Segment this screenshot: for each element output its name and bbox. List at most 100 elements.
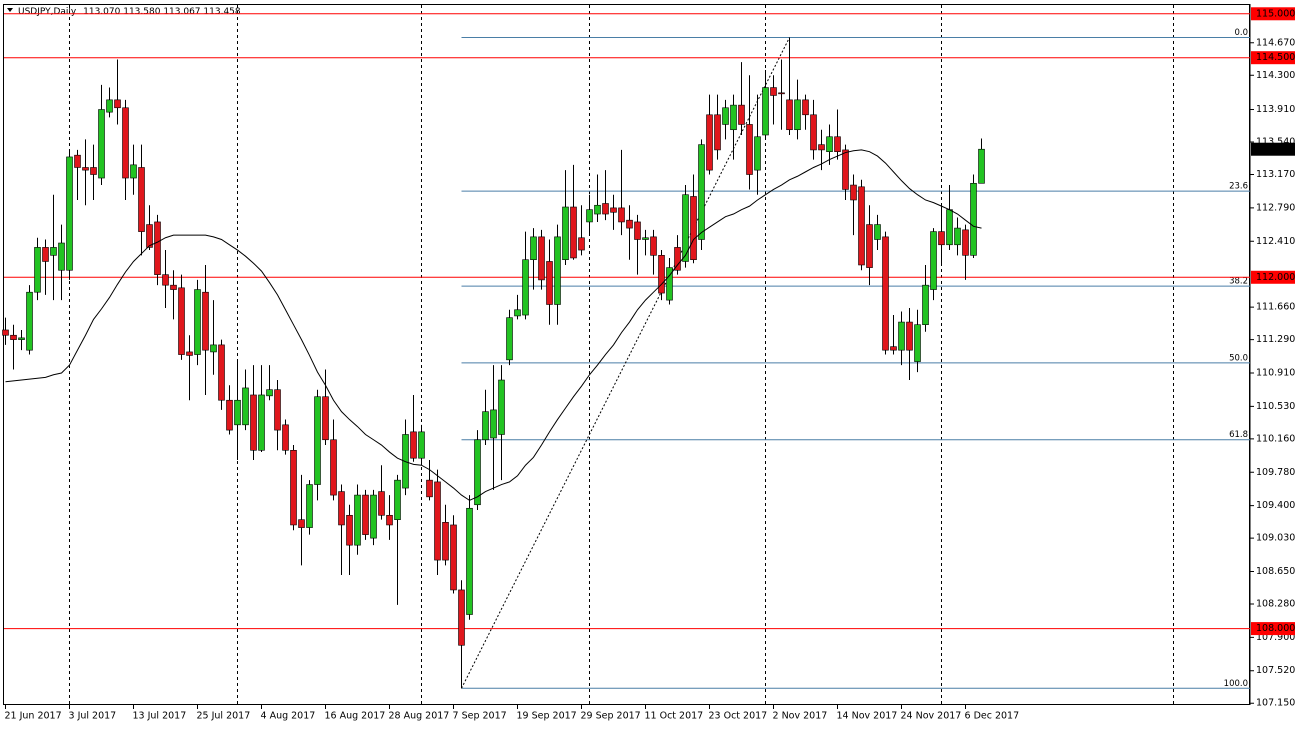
candle-body xyxy=(394,479,401,520)
candle-body xyxy=(826,136,833,152)
candle-body xyxy=(362,494,369,535)
x-tick-label: 29 Sep 2017 xyxy=(581,711,641,722)
x-tick-label: 19 Sep 2017 xyxy=(517,711,577,722)
candle-body xyxy=(130,164,137,179)
y-tick-label: 113.540 xyxy=(1256,137,1295,148)
candle-body xyxy=(778,92,785,95)
candle-body xyxy=(722,107,729,125)
y-tick-label: 107.520 xyxy=(1256,665,1295,676)
candle-body xyxy=(26,291,33,351)
candle-body xyxy=(90,167,97,175)
candle-body xyxy=(730,104,737,131)
candle-body xyxy=(290,449,297,526)
plot-frame xyxy=(3,4,1250,705)
candle-body xyxy=(322,396,329,441)
x-tick-label: 25 Jul 2017 xyxy=(197,711,251,722)
candle-body xyxy=(634,221,641,240)
y-tick-label: 114.300 xyxy=(1256,70,1295,81)
fib-label: 38.2 xyxy=(1229,277,1248,287)
candle-body xyxy=(2,329,9,336)
header-high: 113.580 xyxy=(123,7,160,17)
candle-body xyxy=(834,136,841,152)
x-tick-label: 11 Oct 2017 xyxy=(645,711,704,722)
candle-body xyxy=(370,494,377,539)
candle-body xyxy=(418,431,425,459)
candle-body xyxy=(482,411,489,441)
candle-body xyxy=(922,284,929,325)
candle-body xyxy=(498,379,505,435)
y-tick-label: 113.910 xyxy=(1256,104,1295,115)
candle-body xyxy=(770,87,777,96)
candle-body xyxy=(626,219,633,229)
header-low: 113.067 xyxy=(163,7,200,17)
candle-body xyxy=(954,227,961,246)
level-box xyxy=(1251,51,1295,65)
x-tick-label: 3 Jul 2017 xyxy=(69,711,117,722)
candle-body xyxy=(914,324,921,362)
level-box xyxy=(1251,622,1295,636)
candle-body xyxy=(706,114,713,171)
candle-body xyxy=(882,236,889,351)
x-tick-label: 14 Nov 2017 xyxy=(837,711,898,722)
y-tick-label: 108.280 xyxy=(1256,598,1295,609)
symbol: USDJPY,Daily xyxy=(18,7,77,17)
candle-body xyxy=(282,424,289,451)
candle-body xyxy=(522,259,529,316)
level-label: 112.000 xyxy=(1256,272,1295,283)
candle-body xyxy=(978,148,985,184)
candle-body xyxy=(866,224,873,268)
y-tick-label: 111.660 xyxy=(1256,302,1295,313)
x-tick-label: 4 Aug 2017 xyxy=(261,711,316,722)
candle-body xyxy=(250,394,257,451)
candle-body xyxy=(74,154,81,168)
x-tick-label: 2 Nov 2017 xyxy=(773,711,828,722)
candle-body xyxy=(298,519,305,528)
period-separators xyxy=(69,5,1174,704)
y-tick-label: 108.650 xyxy=(1256,566,1295,577)
fib-label: 61.8 xyxy=(1229,430,1248,440)
y-tick-label: 109.030 xyxy=(1256,533,1295,544)
candle-body xyxy=(490,409,497,439)
candle-body xyxy=(98,109,105,179)
y-tick-label: 112.410 xyxy=(1256,236,1295,247)
x-tick-label: 23 Oct 2017 xyxy=(709,711,768,722)
level-label: 115.000 xyxy=(1256,8,1295,19)
header-close: 113.458 xyxy=(203,7,240,17)
candle-body xyxy=(738,104,745,125)
candle-body xyxy=(186,351,193,356)
candle-body xyxy=(34,247,41,293)
candle-body xyxy=(154,221,161,275)
candle-body xyxy=(178,287,185,355)
x-tick-label: 24 Nov 2017 xyxy=(901,711,962,722)
candle-body xyxy=(610,207,617,213)
y-tick-label: 109.400 xyxy=(1256,500,1295,511)
candle-body xyxy=(962,229,969,256)
candle-body xyxy=(570,206,577,259)
y-tick-label: 107.900 xyxy=(1256,632,1295,643)
moving-average xyxy=(5,149,982,501)
candle-body xyxy=(194,289,201,355)
candle-body xyxy=(386,514,393,526)
candle-body xyxy=(10,334,17,340)
y-tick-label: 110.910 xyxy=(1256,368,1295,379)
candle-body xyxy=(642,237,649,240)
candle-body xyxy=(50,247,57,256)
candle-body xyxy=(810,114,817,151)
candle-body xyxy=(122,107,129,179)
candle-body xyxy=(594,204,601,215)
level-box xyxy=(1251,270,1295,284)
candle-body xyxy=(434,481,441,561)
candle-body xyxy=(802,99,809,116)
candles xyxy=(2,37,985,689)
fib-label: 0.0 xyxy=(1234,28,1248,38)
candle-body xyxy=(786,99,793,131)
candle-body xyxy=(898,321,905,351)
candle-body xyxy=(410,431,417,459)
candle-body xyxy=(18,337,25,340)
candle-body xyxy=(578,237,585,251)
candle-body xyxy=(554,236,561,305)
x-tick-label: 6 Dec 2017 xyxy=(965,711,1020,722)
candle-body xyxy=(274,389,281,431)
